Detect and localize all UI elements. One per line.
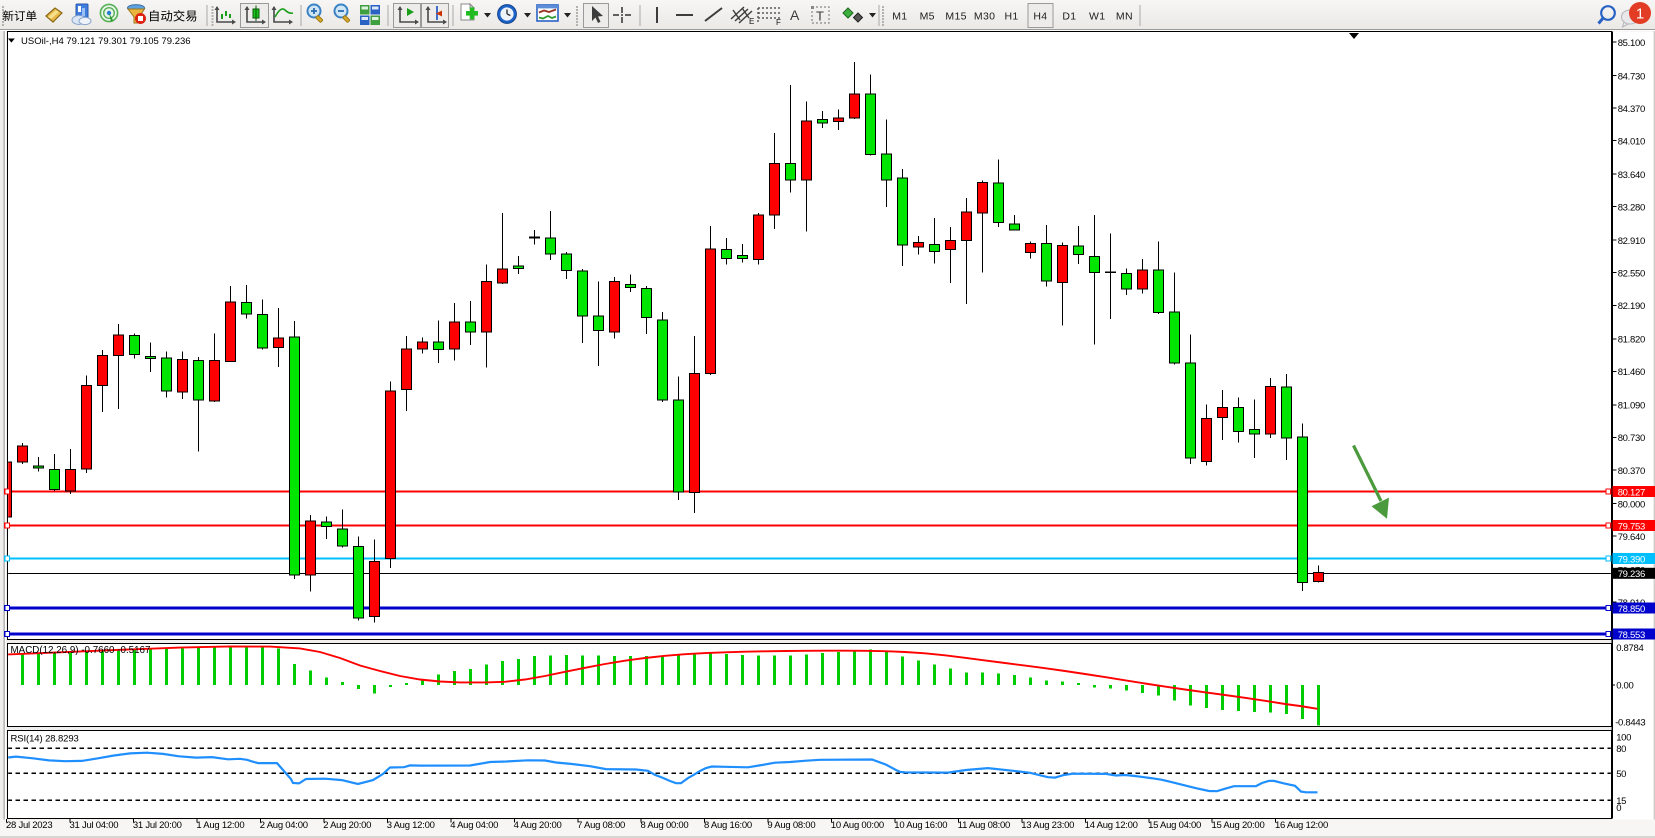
svg-text:0.00: 0.00 — [1616, 681, 1633, 692]
svg-text:80.000: 80.000 — [1618, 499, 1645, 510]
svg-text:13 Aug 23:00: 13 Aug 23:00 — [1021, 820, 1074, 831]
svg-text:9 Aug 08:00: 9 Aug 08:00 — [767, 820, 815, 831]
svg-text:79.236: 79.236 — [1618, 569, 1645, 580]
svg-text:80.730: 80.730 — [1618, 433, 1645, 444]
svg-text:M5: M5 — [920, 10, 935, 22]
svg-text:81.090: 81.090 — [1618, 401, 1645, 412]
svg-text:1 Aug 12:00: 1 Aug 12:00 — [196, 820, 244, 831]
svg-text:78.850: 78.850 — [1618, 604, 1645, 615]
svg-text:0.8784: 0.8784 — [1616, 643, 1643, 654]
svg-text:80.370: 80.370 — [1618, 466, 1645, 477]
svg-text:2 Aug 20:00: 2 Aug 20:00 — [323, 820, 371, 831]
svg-text:H4: H4 — [1033, 10, 1047, 22]
svg-text:4 Aug 20:00: 4 Aug 20:00 — [514, 820, 562, 831]
svg-text:0: 0 — [1616, 803, 1621, 814]
svg-text:F: F — [776, 18, 781, 27]
svg-text:15 Aug 20:00: 15 Aug 20:00 — [1212, 820, 1265, 831]
svg-text:MN: MN — [1116, 10, 1133, 22]
svg-text:A: A — [790, 7, 800, 23]
svg-text:2 Aug 04:00: 2 Aug 04:00 — [260, 820, 308, 831]
svg-text:81.820: 81.820 — [1618, 335, 1645, 346]
svg-text:M15: M15 — [945, 10, 966, 22]
svg-text:11 Aug 08:00: 11 Aug 08:00 — [958, 820, 1010, 831]
svg-text:E: E — [749, 17, 754, 26]
svg-text:28 Jul 2023: 28 Jul 2023 — [6, 820, 52, 831]
svg-text:-0.8443: -0.8443 — [1615, 717, 1645, 728]
svg-text:3 Aug 12:00: 3 Aug 12:00 — [387, 820, 435, 831]
svg-text:15 Aug 04:00: 15 Aug 04:00 — [1148, 820, 1201, 831]
svg-text:MACD(12,26,9) -0.7660 -0.5167: MACD(12,26,9) -0.7660 -0.5167 — [11, 645, 151, 656]
svg-text:84.010: 84.010 — [1618, 136, 1645, 147]
svg-text:84.730: 84.730 — [1618, 71, 1645, 82]
svg-text:82.550: 82.550 — [1618, 269, 1645, 280]
svg-text:79.640: 79.640 — [1618, 532, 1645, 543]
svg-text:31 Jul 04:00: 31 Jul 04:00 — [70, 820, 119, 831]
svg-text:10 Aug 16:00: 10 Aug 16:00 — [894, 820, 947, 831]
svg-text:D1: D1 — [1062, 10, 1076, 22]
svg-text:16 Aug 12:00: 16 Aug 12:00 — [1275, 820, 1328, 831]
svg-text:8 Aug 00:00: 8 Aug 00:00 — [641, 820, 689, 831]
svg-text:10 Aug 00:00: 10 Aug 00:00 — [831, 820, 884, 831]
svg-text:84.370: 84.370 — [1618, 104, 1645, 115]
svg-text:82.910: 82.910 — [1618, 236, 1645, 247]
svg-text:14 Aug 12:00: 14 Aug 12:00 — [1085, 820, 1138, 831]
svg-text:M1: M1 — [892, 10, 907, 22]
svg-text:80: 80 — [1616, 744, 1626, 755]
svg-text:1: 1 — [1636, 6, 1644, 23]
svg-text:78.553: 78.553 — [1618, 630, 1645, 641]
svg-text:7 Aug 08:00: 7 Aug 08:00 — [577, 820, 625, 831]
svg-text:M30: M30 — [974, 10, 995, 22]
svg-text:31 Jul 20:00: 31 Jul 20:00 — [133, 820, 182, 831]
svg-text:W1: W1 — [1089, 10, 1105, 22]
svg-text:RSI(14) 28.8293: RSI(14) 28.8293 — [11, 734, 79, 745]
svg-text:8 Aug 16:00: 8 Aug 16:00 — [704, 820, 752, 831]
svg-text:USOil-,H4 79.121 79.301 79.10: USOil-,H4 79.121 79.301 79.105 79.236 — [21, 36, 191, 47]
svg-text:80.127: 80.127 — [1618, 487, 1645, 498]
svg-text:83.640: 83.640 — [1618, 170, 1645, 181]
svg-text:4 Aug 04:00: 4 Aug 04:00 — [450, 820, 498, 831]
svg-text:50: 50 — [1616, 769, 1626, 780]
svg-text:15: 15 — [1616, 796, 1626, 807]
svg-text:79.390: 79.390 — [1618, 554, 1645, 565]
svg-text:85.100: 85.100 — [1618, 38, 1645, 49]
svg-text:100: 100 — [1616, 732, 1631, 743]
svg-text:H1: H1 — [1004, 10, 1018, 22]
svg-text:T: T — [816, 9, 824, 24]
svg-text:82.190: 82.190 — [1618, 301, 1645, 312]
svg-text:79.753: 79.753 — [1618, 521, 1645, 532]
svg-text:81.460: 81.460 — [1618, 367, 1645, 378]
svg-text:83.280: 83.280 — [1618, 203, 1645, 214]
